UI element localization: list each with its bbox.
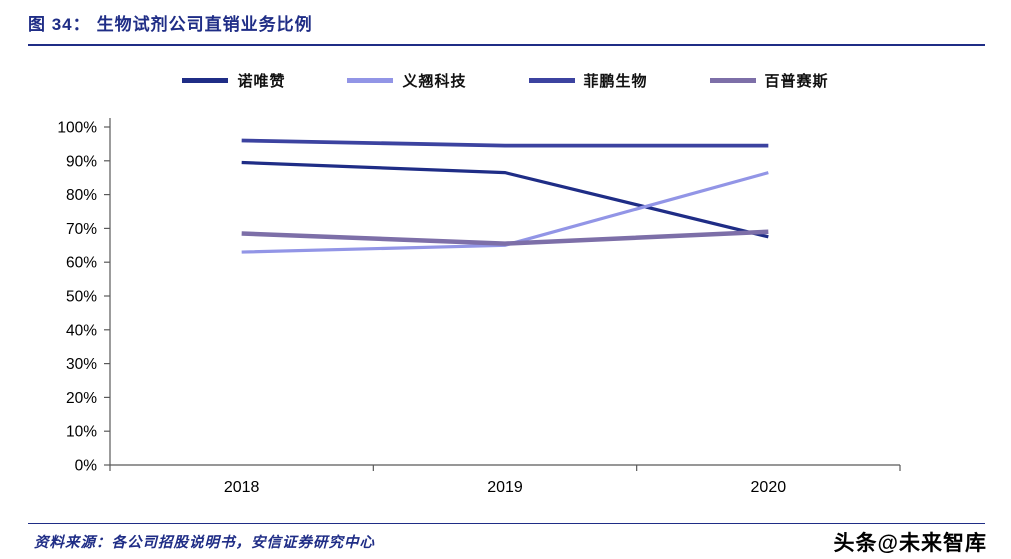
x-axis-tick-label: 2018 [224,479,260,496]
y-axis-tick-label: 50% [66,289,97,306]
legend-item: 诺唯赞 [182,70,285,91]
legend-swatch [347,78,394,83]
line-chart: 0% 10% 20% 30% 40% 50% 60% 70% 80% 90% 100% 2018 201… [0,100,1011,510]
chart-legend: 诺唯赞 义翘科技 菲鹏生物 百普赛斯 [0,70,1011,91]
legend-label: 义翘科技 [402,73,467,90]
figure-header: 图 34： 生物试剂公司直销业务比例 [28,10,985,46]
figure-title: 生物试剂公司直销业务比例 [96,15,313,34]
y-axis-tick-label: 90% [66,153,97,170]
x-axis-tick-label: 2019 [487,479,523,496]
y-axis-tick-label: 30% [66,356,97,373]
legend-swatch [709,78,756,83]
y-axis-tick-label: 0% [75,458,98,475]
x-axis-tick-label: 2020 [751,479,787,496]
source-note: 资料来源：各公司招股说明书，安信证券研究中心 [34,534,375,551]
legend-item: 义翘科技 [347,70,466,91]
legend-item: 百普赛斯 [709,70,829,91]
footer-divider [28,523,985,524]
y-axis-tick-label: 60% [66,255,97,272]
series-line [241,138,769,148]
legend-item: 菲鹏生物 [528,70,648,91]
y-axis-tick-label: 70% [66,221,97,238]
legend-label: 菲鹏生物 [583,73,648,90]
figure-number: 图 34： [28,15,91,34]
legend-swatch [182,78,229,83]
series-line [241,160,769,239]
legend-swatch [528,78,575,83]
series-line [241,229,769,246]
legend-label: 诺唯赞 [237,73,286,90]
y-axis-tick-label: 100% [57,120,97,137]
y-axis-tick-label: 80% [66,187,97,204]
y-axis-tick-label: 40% [66,322,97,339]
series-line [241,171,769,254]
y-axis-tick-label: 10% [66,424,97,441]
line-chart-canvas: 0% 10% 20% 30% 40% 50% 60% 70% 80% 90% 100% 2018 201… [57,118,901,496]
legend-label: 百普赛斯 [764,73,829,90]
watermark: 头条@未来智库 [833,532,987,555]
y-axis-tick-label: 20% [66,390,97,407]
